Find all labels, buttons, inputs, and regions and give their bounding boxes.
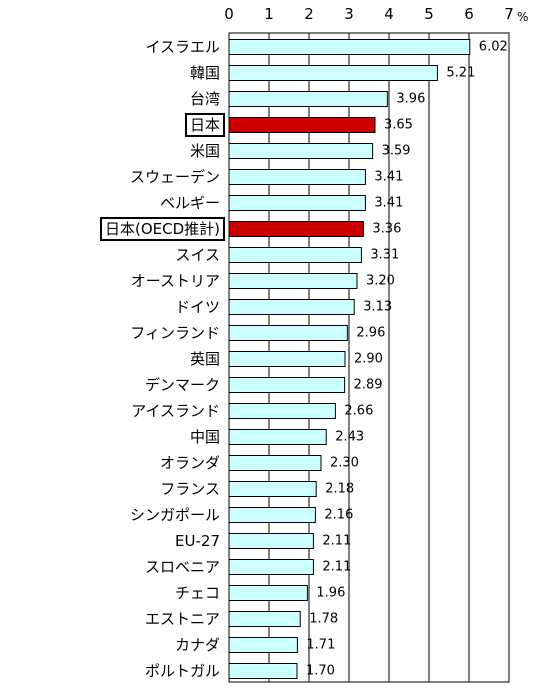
grid-lines bbox=[228, 32, 510, 683]
value-label-18: 2.16 bbox=[324, 508, 353, 523]
value-label-8: 3.31 bbox=[370, 248, 399, 263]
value-label-21: 1.96 bbox=[316, 586, 345, 601]
category-label-17: フランス bbox=[160, 480, 220, 498]
value-label-22: 1.78 bbox=[309, 612, 338, 627]
bar-1 bbox=[228, 65, 438, 81]
value-label-24: 1.70 bbox=[306, 664, 335, 679]
value-label-5: 3.41 bbox=[374, 170, 403, 185]
bar-21 bbox=[228, 585, 308, 601]
category-label-2: 台湾 bbox=[190, 90, 220, 108]
value-label-23: 1.71 bbox=[306, 638, 335, 653]
category-label-5: スウェーデン bbox=[130, 168, 220, 186]
bar-19 bbox=[228, 533, 314, 549]
value-label-0: 6.02 bbox=[479, 40, 508, 55]
bar-22 bbox=[228, 611, 301, 627]
bar-18 bbox=[228, 507, 316, 523]
bar-0 bbox=[228, 39, 471, 55]
x-tick-label-2: 2 bbox=[304, 5, 314, 23]
bar-17 bbox=[228, 481, 317, 497]
category-label-1: 韓国 bbox=[190, 64, 220, 82]
bar-6 bbox=[228, 195, 366, 211]
highlight-box-3 bbox=[184, 113, 225, 137]
bar-23 bbox=[228, 637, 298, 653]
value-label-6: 3.41 bbox=[374, 196, 403, 211]
bar-13 bbox=[228, 377, 346, 393]
bar-24 bbox=[228, 663, 298, 679]
value-label-15: 2.43 bbox=[335, 430, 364, 445]
category-label-18: シンガポール bbox=[130, 506, 220, 524]
x-tick-label-5: 5 bbox=[424, 5, 434, 23]
x-tick-label-0: 0 bbox=[224, 5, 234, 23]
value-label-3: 3.65 bbox=[384, 118, 413, 133]
category-label-11: フィンランド bbox=[130, 324, 220, 342]
value-label-9: 3.20 bbox=[366, 274, 395, 289]
value-label-19: 2.11 bbox=[322, 534, 351, 549]
value-label-12: 2.90 bbox=[354, 352, 383, 367]
category-label-4: 米国 bbox=[190, 142, 220, 160]
x-tick-label-4: 4 bbox=[384, 5, 394, 23]
bar-10 bbox=[228, 299, 355, 315]
value-label-10: 3.13 bbox=[363, 300, 392, 315]
category-label-9: オーストリア bbox=[131, 272, 220, 290]
bar-7 bbox=[228, 221, 364, 237]
value-labels: 6.02 5.21 3.96 3.65 3.59 3.41 3.41 3.36 3.31 3.20… bbox=[306, 40, 508, 679]
category-label-0: イスラエル bbox=[145, 38, 220, 56]
category-label-13: デンマーク bbox=[145, 376, 220, 394]
x-tick-label-7: 7 bbox=[504, 5, 514, 23]
category-label-23: カナダ bbox=[175, 636, 220, 654]
category-label-20: スロベニア bbox=[145, 558, 220, 576]
bar-8 bbox=[228, 247, 362, 263]
bar-9 bbox=[228, 273, 358, 289]
value-label-16: 2.30 bbox=[330, 456, 359, 471]
category-label-12: 英国 bbox=[190, 350, 220, 368]
category-label-16: オランダ bbox=[160, 454, 220, 472]
bar-5 bbox=[228, 169, 366, 185]
category-label-22: エストニア bbox=[145, 610, 220, 628]
x-tick-label-3: 3 bbox=[344, 5, 354, 23]
bar-15 bbox=[228, 429, 327, 445]
category-label-6: ベルギー bbox=[160, 194, 220, 212]
bar-16 bbox=[228, 455, 322, 471]
bar-12 bbox=[228, 351, 346, 367]
x-tick-label-6: 6 bbox=[464, 5, 474, 23]
bar-20 bbox=[228, 559, 314, 575]
value-label-4: 3.59 bbox=[382, 144, 411, 159]
x-tick-label-1: 1 bbox=[264, 5, 274, 23]
x-axis-unit-label: % bbox=[517, 10, 528, 24]
category-label-24: ポルトガル bbox=[145, 662, 220, 680]
bar-14 bbox=[228, 403, 336, 419]
category-label-19: EU-27 bbox=[175, 532, 220, 550]
highlight-box-7 bbox=[99, 217, 225, 241]
bar-2 bbox=[228, 91, 388, 107]
value-label-2: 3.96 bbox=[396, 92, 425, 107]
value-label-14: 2.66 bbox=[344, 404, 373, 419]
value-label-17: 2.18 bbox=[325, 482, 354, 497]
value-label-20: 2.11 bbox=[322, 560, 351, 575]
x-axis-ticks: 0 1 2 3 4 5 6 7 bbox=[224, 5, 514, 23]
value-label-7: 3.36 bbox=[372, 222, 401, 237]
category-label-3: 日本 bbox=[190, 116, 220, 134]
category-label-10: ドイツ bbox=[175, 298, 220, 316]
category-label-8: スイス bbox=[175, 246, 220, 264]
value-label-1: 5.21 bbox=[446, 66, 475, 81]
category-label-14: アイスランド bbox=[131, 402, 220, 420]
value-label-13: 2.89 bbox=[354, 378, 383, 393]
bar-3 bbox=[228, 117, 376, 133]
bar-11 bbox=[228, 325, 348, 341]
category-label-21: チェコ bbox=[175, 584, 220, 602]
category-label-15: 中国 bbox=[190, 428, 220, 446]
value-label-11: 2.96 bbox=[356, 326, 385, 341]
category-label-7: 日本(OECD推計) bbox=[105, 220, 220, 238]
bars bbox=[228, 39, 471, 679]
bar-4 bbox=[228, 143, 374, 159]
